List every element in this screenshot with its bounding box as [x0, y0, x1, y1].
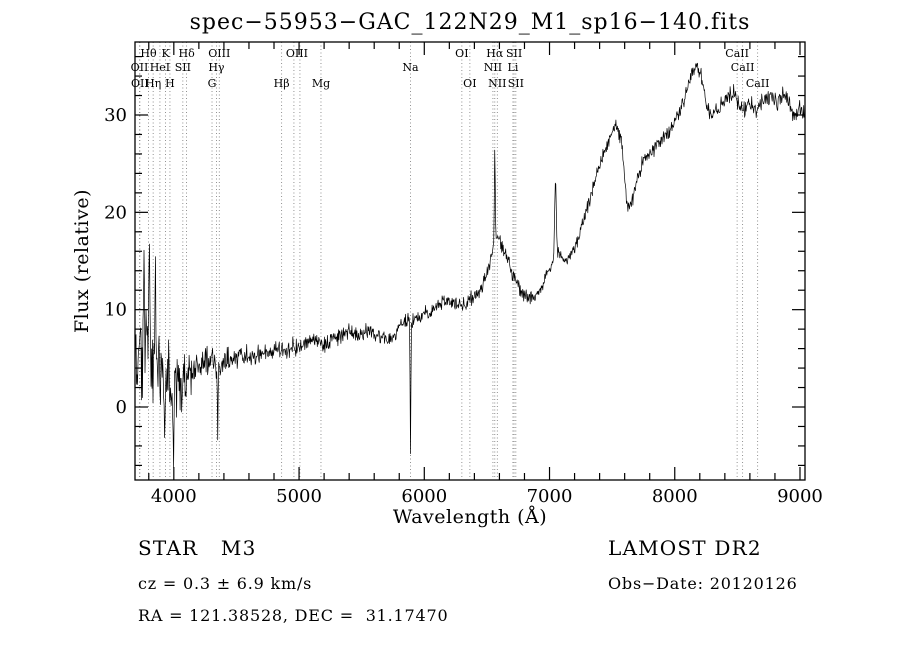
x-tick-label: 8000 — [652, 486, 698, 507]
spectral-line-label: SII — [175, 61, 191, 74]
x-tick-label: 7000 — [527, 486, 573, 507]
spectral-line-label: HeI — [150, 61, 170, 74]
spectral-line-label: NII — [488, 77, 506, 90]
x-tick-label: 4000 — [151, 486, 197, 507]
survey-label: LAMOST DR2 — [608, 536, 762, 560]
spectral-line-label: SII — [506, 47, 522, 60]
spectral-line-label: OII — [131, 61, 149, 74]
spectral-line-label: K — [161, 47, 170, 60]
y-tick-label: 0 — [116, 397, 127, 418]
y-tick-label: 10 — [104, 300, 127, 321]
y-tick-label: 30 — [104, 105, 127, 126]
x-axis-label: Wavelength (Å) — [392, 506, 548, 528]
spectral-line-label: Hα — [486, 47, 504, 60]
spectral-line-label: Hη — [145, 77, 161, 90]
plot-title: spec−55953−GAC_122N29_M1_sp16−140.fits — [189, 10, 751, 35]
spectral-line-label: Hβ — [274, 77, 290, 90]
x-tick-label: 9000 — [777, 486, 823, 507]
object-class-label: STAR M3 — [138, 536, 257, 560]
spectral-line-label: G — [208, 77, 217, 90]
spectral-line-label: Hθ — [140, 47, 157, 60]
spectral-line-label: CaII — [725, 47, 749, 60]
x-tick-label: 5000 — [276, 486, 322, 507]
spectral-line-label: NII — [484, 61, 502, 74]
spectral-line-label: OI — [455, 47, 468, 60]
y-tick-label: 20 — [104, 202, 127, 223]
spectral-line-label: CaII — [746, 77, 770, 90]
cz-label: cz = 0.3 ± 6.9 km/s — [138, 574, 313, 593]
x-tick-label: 6000 — [401, 486, 447, 507]
spectral-line-label: Li — [508, 61, 519, 74]
spectral-line-label: Hδ — [178, 47, 195, 60]
spectrum-line — [134, 62, 806, 468]
plot-frame — [134, 41, 806, 481]
spectral-line-label: H — [165, 77, 175, 90]
y-axis-label: Flux (relative) — [71, 189, 93, 333]
spectral-line-label: Hγ — [208, 61, 225, 74]
spectral-line-label: Na — [402, 61, 419, 74]
ra-dec-label: RA = 121.38528, DEC = 31.17470 — [138, 606, 449, 625]
obs-date-label: Obs−Date: 20120126 — [608, 574, 798, 593]
spectral-line-label: OIII — [208, 47, 230, 60]
spectral-line-label: Mg — [312, 77, 330, 90]
spectral-line-label: OIII — [286, 47, 308, 60]
spectral-line-label: OII — [131, 77, 149, 90]
spectral-line-label: OI — [463, 77, 476, 90]
spectral-line-label: SII — [508, 77, 524, 90]
spectral-line-label: CaII — [731, 61, 755, 74]
